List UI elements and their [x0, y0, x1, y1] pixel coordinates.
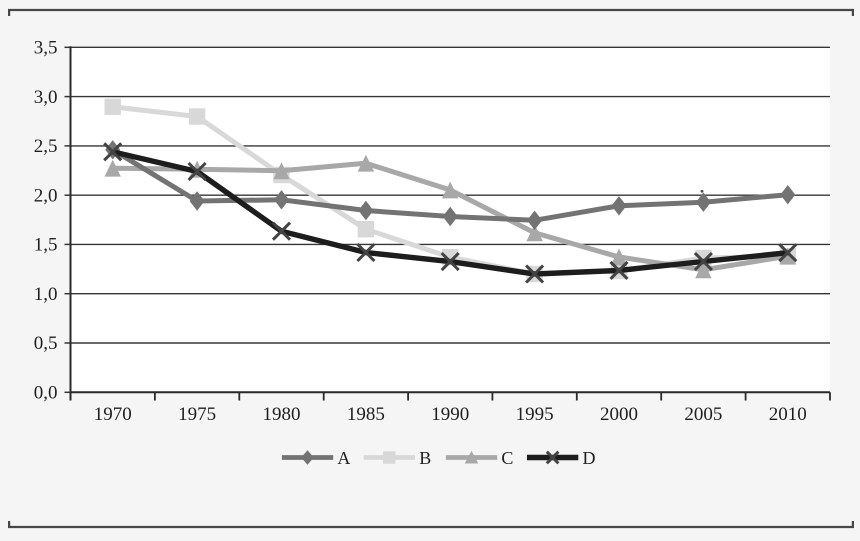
- svg-text:2010: 2010: [769, 404, 807, 425]
- svg-text:1975: 1975: [178, 404, 216, 425]
- svg-text:1985: 1985: [347, 404, 385, 425]
- svg-text:1,0: 1,0: [34, 284, 58, 305]
- svg-text:1995: 1995: [516, 404, 554, 425]
- svg-text:3,5: 3,5: [34, 38, 58, 59]
- svg-text:2000: 2000: [600, 404, 638, 425]
- svg-text:B: B: [419, 448, 431, 468]
- svg-text:D: D: [583, 448, 596, 468]
- svg-text:1980: 1980: [263, 404, 301, 425]
- svg-text:2,5: 2,5: [34, 136, 58, 157]
- svg-text:0,5: 0,5: [34, 333, 58, 354]
- svg-text:3,0: 3,0: [34, 87, 58, 108]
- svg-text:1970: 1970: [94, 404, 132, 425]
- svg-text:2005: 2005: [684, 404, 722, 425]
- svg-text:2,0: 2,0: [34, 185, 58, 206]
- svg-text:1990: 1990: [431, 404, 469, 425]
- svg-text:A: A: [337, 448, 350, 468]
- svg-text:1,5: 1,5: [34, 235, 58, 256]
- svg-text:0,0: 0,0: [34, 383, 58, 404]
- svg-text:C: C: [501, 448, 513, 468]
